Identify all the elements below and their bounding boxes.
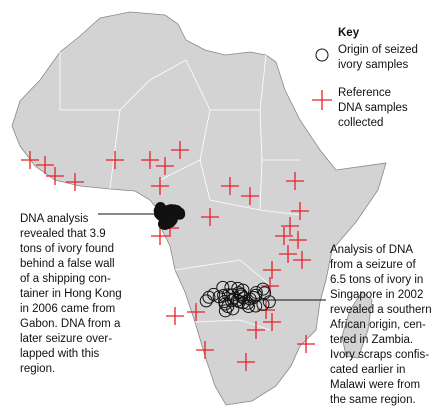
reference-cross (46, 167, 64, 185)
annotation: Analysis of DNA (330, 244, 413, 256)
annotation: DNA analysis (20, 213, 89, 225)
annotation: Singapore in 2002 (330, 289, 423, 301)
annotation: tainer in Hong Kong (20, 288, 122, 300)
reference-cross (141, 151, 159, 169)
reference-cross (241, 187, 259, 205)
seizure-circle (207, 287, 221, 301)
reference-cross (275, 227, 293, 245)
seizure-circle (217, 288, 231, 302)
annotation: Gabon. DNA from a (20, 318, 121, 330)
annotation: behind a false wall (20, 258, 115, 270)
reference-cross (171, 141, 189, 159)
reference-cross (247, 321, 265, 339)
annotation: tons of ivory found (20, 243, 114, 255)
madagascar (341, 291, 373, 359)
reference-cross (237, 353, 255, 371)
reference-cross (187, 303, 205, 321)
annotation: Ivory scraps confis- (330, 349, 429, 361)
reference-cross (151, 177, 169, 195)
reference-cross (36, 156, 54, 174)
reference-cross (263, 313, 281, 331)
reference-cross (297, 335, 315, 353)
seizure-circle (199, 294, 213, 308)
reference-cross (156, 157, 174, 175)
seizure-circle (224, 280, 238, 294)
reference-cross (289, 231, 307, 249)
key-label: Origin of seized (338, 44, 418, 56)
seizure-circle (218, 304, 232, 318)
annotation: 6.5 tons of ivory in (330, 274, 423, 286)
reference-cross (293, 251, 311, 269)
annotation: lapped with this (20, 348, 100, 360)
reference-cross (281, 217, 299, 235)
reference-cross (21, 151, 39, 169)
seizure-circle (218, 295, 232, 309)
africa (11, 11, 387, 406)
annotation: revealed that 3.9 (20, 228, 106, 240)
annotation: of a shipping con- (20, 273, 111, 285)
reference-cross (201, 208, 219, 226)
reference-cross (166, 307, 184, 325)
reference-cross (291, 202, 309, 220)
markers (21, 141, 315, 371)
reference-cross (286, 172, 304, 190)
annotation: from a seizure of (330, 259, 416, 271)
annotation: Malawi were from (330, 379, 420, 391)
annotation: revealed a southern (330, 304, 432, 316)
seizure-circle (243, 292, 257, 306)
key-label: Reference (338, 87, 391, 99)
annotation: in 2006 came from (20, 303, 115, 315)
reference-cross (151, 227, 169, 245)
borders (59, 52, 301, 331)
key-label: DNA samples (338, 102, 408, 114)
seizure-circle (258, 286, 272, 300)
seizure-circle (169, 205, 181, 217)
seizure-circle (262, 295, 276, 309)
annotation: later seizure over- (20, 333, 112, 345)
key-circle-icon (315, 48, 329, 62)
reference-cross (263, 261, 281, 279)
reference-cross (279, 245, 297, 263)
key-label: collected (338, 117, 383, 129)
reference-cross (66, 173, 84, 191)
annotation: cated earlier in (330, 364, 405, 376)
reference-cross (261, 277, 279, 295)
seizure-circle (234, 289, 248, 303)
reference-cross (106, 151, 124, 169)
annotation: tered in Zambia. (330, 334, 413, 346)
seizure-circle (236, 283, 250, 297)
annotation: the same region. (330, 394, 416, 406)
annotation: African origin, cen- (330, 319, 426, 331)
key-title: Key (338, 27, 360, 39)
annotation: region. (20, 363, 55, 375)
key-label: ivory samples (338, 59, 409, 71)
reference-cross (221, 177, 239, 195)
reference-cross (196, 341, 214, 359)
key-cross-icon (312, 90, 332, 110)
